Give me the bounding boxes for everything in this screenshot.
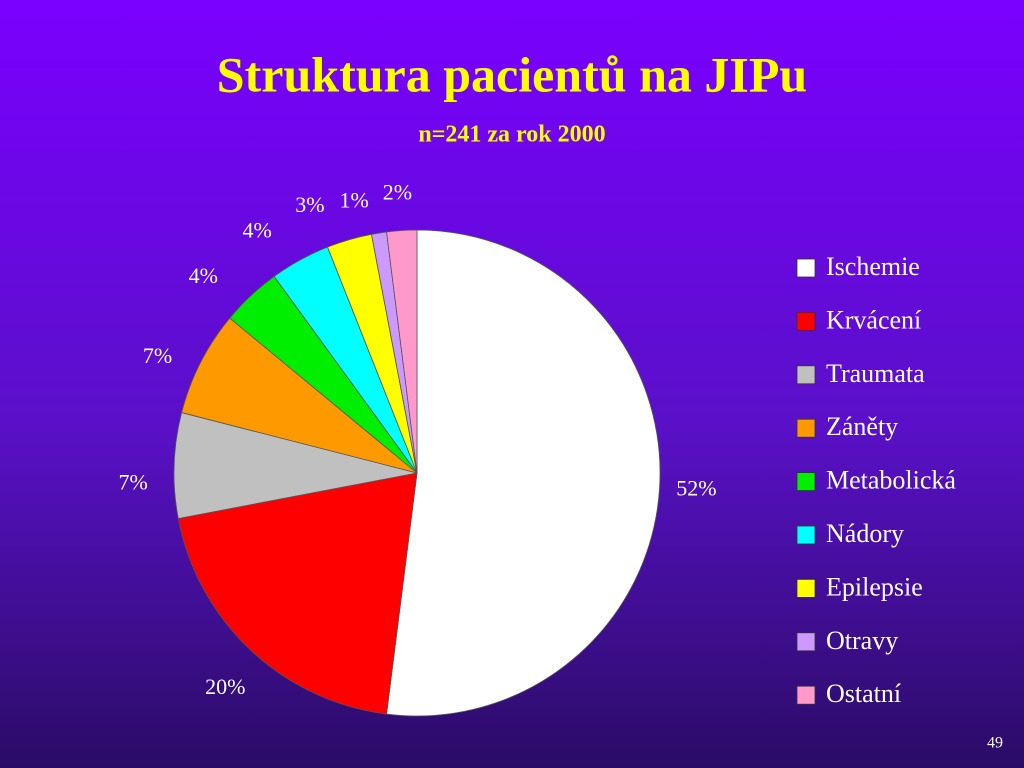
legend-swatch [796,632,816,652]
data-label: 1% [340,187,369,212]
legend-label: Ischemie [826,252,920,281]
legend-label: Nádory [826,519,904,548]
slide-number: 49 [987,735,1003,752]
data-label: 7% [143,343,172,368]
data-label: 2% [383,180,412,205]
legend-label: Krvácení [826,305,921,334]
legend-swatch [796,258,816,278]
legend-label: Záněty [826,412,898,441]
legend-swatch [796,472,816,492]
legend-label: Epilepsie [826,572,923,601]
data-label: 4% [242,218,271,243]
data-label: 4% [189,263,218,288]
legend-swatch [796,418,816,438]
data-label: 3% [295,192,324,217]
legend-swatch [796,365,816,385]
legend-swatch [796,685,816,705]
legend-swatch [796,579,816,598]
legend-label: Otravy [826,626,898,655]
chart-subtitle: n=241 za rok 2000 [418,122,605,148]
legend-label: Metabolická [826,466,956,495]
data-label: 7% [118,469,147,494]
chart-title: Struktura pacientů na JIPu [217,46,807,102]
legend-swatch [796,311,816,331]
legend-swatch [796,525,816,545]
pie-slice [181,317,418,474]
pie-slice [386,229,418,474]
data-label: 52% [676,476,716,501]
data-label: 20% [205,674,245,699]
pie-slice [386,229,661,717]
legend-label: Ostatní [826,679,901,708]
legend-label: Traumata [826,359,925,388]
pie-slice [173,412,418,520]
pie-slice [177,472,418,715]
